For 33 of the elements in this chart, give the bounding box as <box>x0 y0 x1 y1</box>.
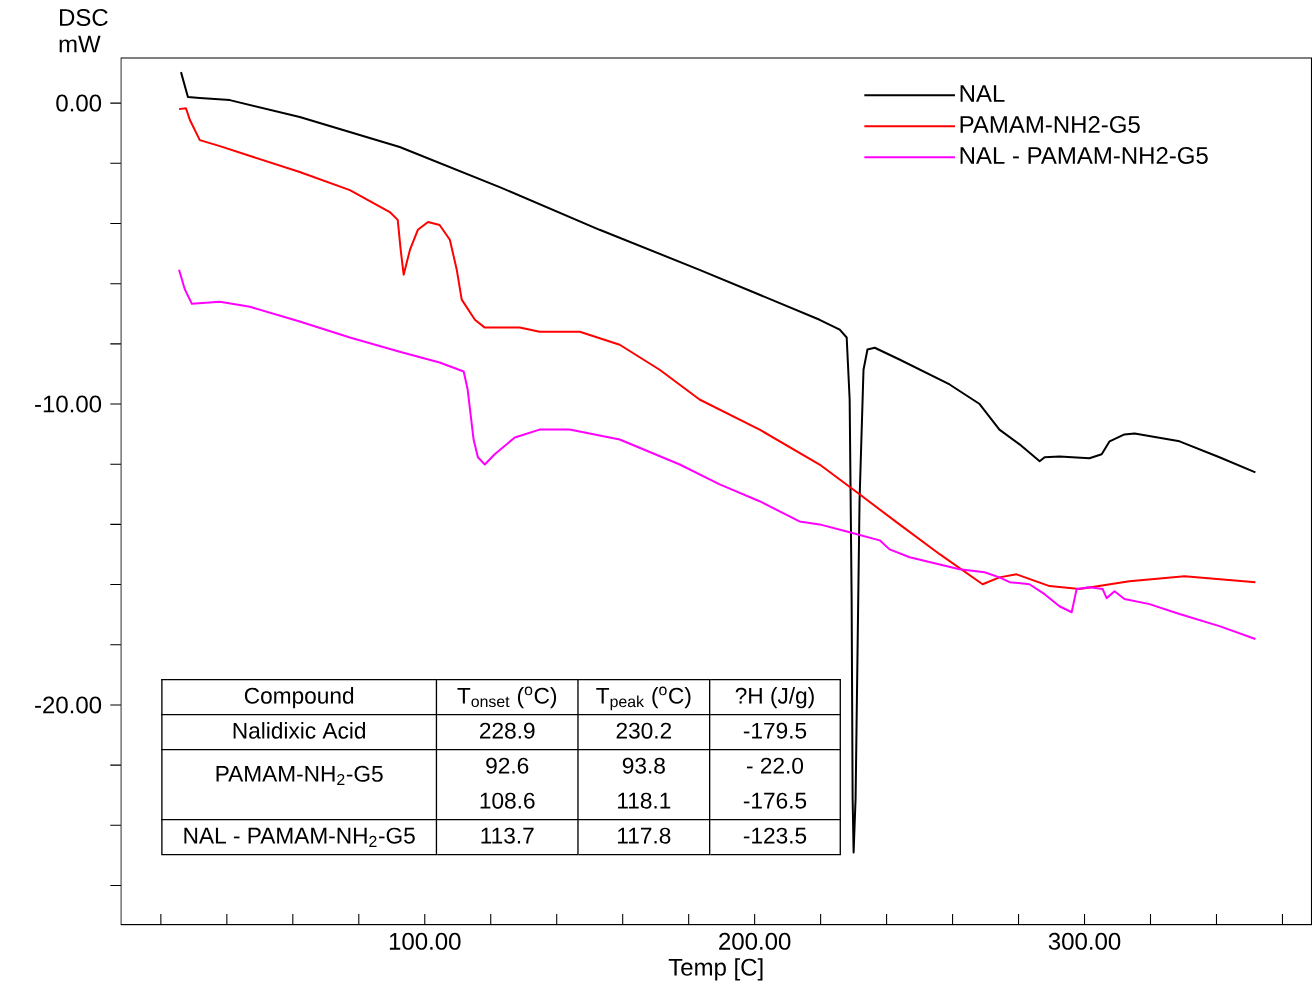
line-series <box>179 71 1257 854</box>
annotation: -176.5 <box>743 792 807 809</box>
y-tick-label: -10.00 <box>35 395 102 413</box>
annotation: 117.8 <box>618 827 671 844</box>
x-tick-label: 300.00 <box>1048 933 1121 951</box>
annotation: T$_{onset}$ ($^{o}$C) <box>457 686 557 709</box>
x-tick-label: 100.00 <box>389 933 461 951</box>
x-axis-title: Temp [C] <box>668 958 763 981</box>
annotation: -123.5 <box>743 827 807 844</box>
legend-label: NAL - PAMAM-NH2-G5 <box>960 147 1208 165</box>
y-tick-label: 0.00 <box>56 94 102 112</box>
annotation: 92.6 <box>486 757 529 774</box>
legend-label: PAMAM-NH2-G5 <box>960 116 1140 134</box>
y-tick-label: -20.00 <box>35 696 102 714</box>
annotation: 228.9 <box>480 722 535 739</box>
x-tick-label: 200.00 <box>719 933 791 951</box>
annotation: 108.6 <box>480 792 535 809</box>
annotation: 113.7 <box>481 827 534 844</box>
annotation: 93.8 <box>622 757 665 774</box>
annotation: -179.5 <box>743 722 807 739</box>
legend-label: NAL <box>960 85 1005 102</box>
annotation: Compound <box>244 687 354 709</box>
annotation: 118.1 <box>618 792 671 809</box>
annotation: 230.2 <box>616 722 672 739</box>
line-series <box>178 107 1257 591</box>
annotation: Nalidixic Acid <box>233 722 366 739</box>
annotation: T$_{peak}$ ($^{o}$C) <box>596 686 691 711</box>
y-axis-title: DSC mW <box>59 9 108 53</box>
annotation: - 22.0 <box>747 757 804 774</box>
annotation: ?H (J/g) <box>735 687 814 709</box>
annotation: PAMAM-NH$_{2}$-G5 <box>216 765 383 786</box>
annotation: NAL - PAMAM-NH$_{2}$-G5 <box>184 827 415 848</box>
line-series <box>178 269 1257 641</box>
